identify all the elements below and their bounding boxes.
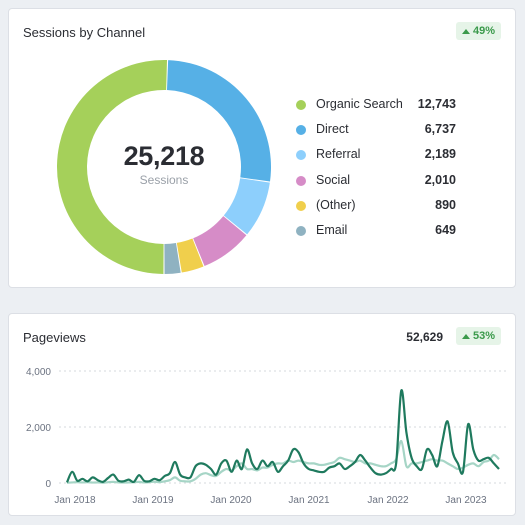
y-tick-label: 2,000 [26, 423, 51, 434]
legend-value: 2,189 [424, 147, 456, 162]
donut-slice[interactable] [176, 238, 204, 273]
legend-dot [296, 175, 306, 186]
pageviews-previous-line[interactable] [66, 439, 500, 484]
x-tick-label: Jan 2019 [132, 495, 174, 506]
legend-value: 890 [435, 197, 456, 212]
legend-label: Social [316, 172, 351, 187]
pageviews-line-chart: 0 2,000 4,000 Jan 2018 Jan 2019 Jan 2020 Jan 2… [26, 367, 506, 506]
y-tick-label: 4,000 [26, 367, 51, 378]
legend-label: Organic Search [316, 97, 403, 111]
legend-dot [296, 100, 306, 110]
donut-slice[interactable] [223, 178, 270, 235]
legend-item[interactable]: Email 649 [296, 223, 456, 248]
legend-label: Email [316, 222, 348, 237]
legend-label: Referral [316, 147, 361, 162]
sessions-total: 25,218 [123, 141, 205, 171]
legend-dot [296, 225, 306, 236]
donut-slice[interactable] [193, 216, 247, 267]
sessions-by-channel-card: Sessions by Channel 49% 25,218 Sessions … [8, 8, 516, 288]
y-tick-label: 0 [45, 479, 51, 490]
sessions-donut-chart [57, 59, 271, 274]
sessions-total-label: Sessions [139, 173, 189, 187]
legend-value: 2,010 [424, 172, 456, 187]
up-arrow-icon [461, 28, 470, 34]
legend-value: 6,737 [424, 122, 456, 137]
card-title: Pageviews [23, 330, 86, 345]
up-arrow-icon [461, 333, 470, 339]
x-tick-label: Jan 2023 [445, 495, 487, 506]
x-tick-label: Jan 2022 [367, 495, 409, 506]
legend-value: 12,743 [417, 97, 456, 111]
channel-legend: Organic Search 12,743 Direct 6,737 Refer… [296, 97, 456, 248]
growth-value: 53% [472, 330, 495, 342]
x-tick-label: Jan 2021 [288, 495, 330, 506]
legend-item[interactable]: Direct 6,737 [296, 122, 456, 147]
legend-item[interactable]: (Other) 890 [296, 198, 456, 223]
pageviews-card: Pageviews 52,629 53% 0 2,000 4,000 Jan 2018… [8, 313, 516, 516]
donut-slice[interactable] [164, 243, 181, 274]
legend-value: 649 [435, 222, 456, 237]
card-title: Sessions by Channel [23, 25, 146, 40]
legend-label: Direct [316, 122, 349, 137]
donut-slice[interactable] [57, 59, 168, 274]
legend-item[interactable]: Organic Search 12,743 [296, 97, 456, 122]
growth-badge: 49% [455, 22, 501, 40]
legend-dot [296, 200, 306, 211]
growth-badge: 53% [455, 327, 501, 345]
pageviews-total: 52,629 [406, 330, 443, 344]
legend-item[interactable]: Referral 2,189 [296, 147, 456, 172]
x-tick-label: Jan 2018 [54, 495, 96, 506]
growth-value: 49% [472, 25, 495, 37]
donut-slice[interactable] [166, 60, 271, 182]
legend-label: (Other) [316, 197, 356, 212]
legend-item[interactable]: Social 2,010 [296, 173, 456, 198]
x-tick-label: Jan 2020 [210, 495, 252, 506]
legend-dot [296, 150, 306, 161]
pageviews-current-line[interactable] [65, 389, 500, 484]
donut-center: 25,218 Sessions [104, 141, 224, 187]
legend-dot [296, 125, 306, 136]
